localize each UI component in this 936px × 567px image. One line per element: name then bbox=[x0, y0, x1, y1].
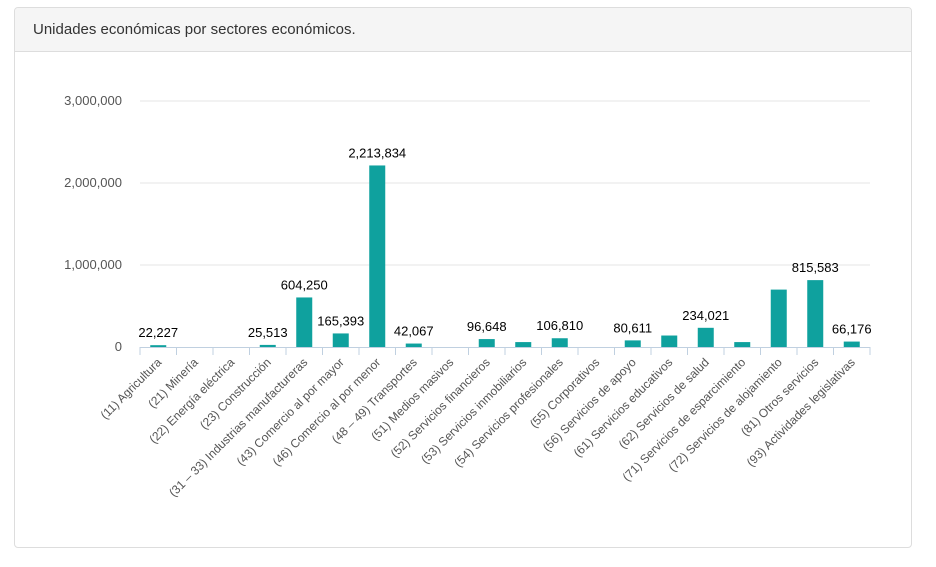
chart-panel: Unidades económicas por sectores económi… bbox=[14, 7, 912, 548]
y-tick-label: 2,000,000 bbox=[64, 175, 122, 190]
bar bbox=[624, 340, 641, 347]
bar bbox=[332, 333, 349, 347]
y-tick-label: 0 bbox=[115, 339, 122, 354]
y-tick-label: 1,000,000 bbox=[64, 257, 122, 272]
bar bbox=[807, 280, 824, 347]
data-label: 604,250 bbox=[281, 277, 328, 292]
data-label: 165,393 bbox=[317, 313, 364, 328]
panel-title: Unidades económicas por sectores económi… bbox=[15, 8, 911, 52]
data-label: 25,513 bbox=[248, 325, 288, 340]
bar bbox=[697, 327, 714, 347]
data-label: 42,067 bbox=[394, 324, 434, 339]
bar bbox=[734, 342, 751, 347]
bar bbox=[770, 289, 787, 347]
bar bbox=[661, 335, 678, 347]
x-category-label: (11) Agricultura bbox=[98, 355, 165, 422]
bar bbox=[150, 345, 167, 347]
bar bbox=[296, 297, 313, 347]
bar bbox=[478, 339, 495, 347]
bar bbox=[369, 165, 386, 347]
bar bbox=[515, 342, 532, 347]
data-label: 2,213,834 bbox=[348, 145, 406, 160]
bar bbox=[843, 341, 860, 347]
y-tick-label: 3,000,000 bbox=[64, 93, 122, 108]
bar bbox=[259, 344, 276, 347]
data-label: 234,021 bbox=[682, 308, 729, 323]
data-label: 22,227 bbox=[138, 325, 178, 340]
data-label: 66,176 bbox=[832, 322, 872, 337]
bar bbox=[405, 343, 422, 347]
data-label: 96,648 bbox=[467, 319, 507, 334]
bar bbox=[551, 338, 568, 347]
data-label: 815,583 bbox=[792, 260, 839, 275]
data-label: 106,810 bbox=[536, 318, 583, 333]
data-label: 80,611 bbox=[613, 320, 652, 335]
